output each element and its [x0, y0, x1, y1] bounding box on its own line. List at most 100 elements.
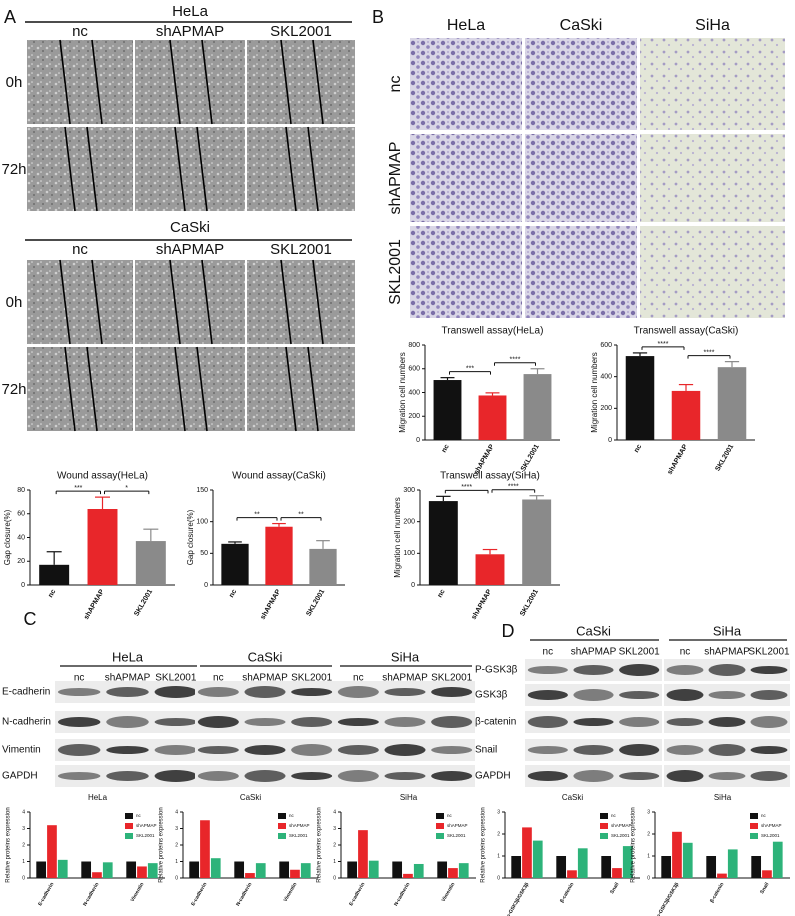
blot-title: CaSki [576, 623, 611, 638]
column-label: SiHa [695, 17, 730, 34]
error-bar [485, 392, 500, 396]
x-tick-label: N-cadherin [393, 882, 411, 908]
x-tick-label: Vimentin [130, 882, 146, 903]
bar [189, 861, 200, 878]
row-label: GAPDH [475, 771, 511, 782]
bar [706, 856, 717, 878]
group-title: HeLa [172, 3, 209, 20]
band [708, 664, 746, 676]
column-label: SKL2001 [270, 241, 332, 258]
chart-title: SiHa [400, 793, 418, 802]
legend-label: shAPMAP [761, 823, 782, 828]
band [384, 688, 426, 696]
row-label: P-GSK3β [475, 665, 518, 676]
wound-edge [174, 346, 186, 432]
bar [279, 861, 290, 878]
column-label: shAPMAP [105, 673, 151, 684]
x-tick-label: SKL2001 [305, 588, 326, 617]
band [291, 688, 333, 696]
y-tick-label: 1 [497, 853, 500, 859]
y-tick-label: 1 [647, 853, 650, 859]
micrograph [525, 134, 637, 222]
band [527, 690, 568, 700]
column-label: SKL2001 [748, 647, 790, 658]
panel-letter: C [24, 609, 37, 629]
band [197, 687, 239, 697]
y-tick-label: 50 [200, 550, 208, 557]
band [431, 771, 473, 781]
x-tick-label: shAPMAP [471, 588, 494, 621]
error-bar [530, 368, 545, 375]
band [619, 717, 660, 727]
row-label: Snail [475, 745, 497, 756]
significance-label: **** [510, 357, 521, 364]
band [384, 772, 426, 780]
micrograph [640, 226, 785, 318]
micrograph [247, 127, 355, 211]
wound-edge [59, 39, 71, 125]
column-label: SKL2001 [291, 673, 333, 684]
micrograph [135, 260, 245, 344]
y-tick-label: 0 [416, 437, 420, 444]
column-label: shAPMAP [156, 23, 224, 40]
bar [221, 543, 249, 585]
x-tick-label: Snail [759, 881, 770, 895]
column-label: nc [72, 241, 88, 258]
band [708, 772, 746, 780]
chart-title: CaSki [240, 793, 262, 802]
band [619, 744, 660, 756]
error-bar [316, 540, 330, 549]
column-label: SKL2001 [619, 647, 661, 658]
bar [437, 861, 448, 878]
bar [368, 860, 379, 878]
y-tick-label: 3 [497, 809, 500, 815]
x-tick-label: nc [441, 443, 451, 454]
row-label: Vimentin [2, 745, 41, 756]
y-axis-label: Migration cell numbers [398, 352, 407, 432]
x-tick-label: β-catenin [709, 882, 725, 904]
y-tick-label: 0 [204, 582, 208, 589]
column-label: shAPMAP [704, 647, 750, 658]
band [244, 686, 286, 698]
micrograph [525, 38, 637, 130]
micrograph [525, 226, 637, 318]
y-axis-label: Migration cell numbers [590, 352, 599, 432]
bar [255, 863, 266, 878]
chart-title: Transwell assay(HeLa) [442, 326, 544, 337]
band [106, 771, 149, 781]
row-label: SKL2001 [387, 239, 404, 305]
column-label: nc [213, 673, 224, 684]
band [291, 744, 333, 756]
bar [556, 856, 567, 878]
wound-edge [280, 39, 292, 125]
x-tick-label: Vimentin [283, 882, 299, 903]
chart-title: Transwell assay(CaSki) [634, 326, 739, 337]
bar [392, 861, 403, 878]
bar [522, 827, 532, 878]
bar [413, 863, 424, 878]
significance-label: *** [466, 366, 474, 373]
x-tick-label: nc [228, 588, 238, 599]
band [57, 744, 101, 756]
row-label: β-catenin [475, 717, 516, 728]
band [527, 771, 568, 781]
band [750, 690, 788, 700]
band [337, 718, 379, 726]
x-tick-label: shAPMAP [83, 588, 106, 621]
wound-edge [280, 259, 292, 345]
wound-edge [91, 259, 103, 345]
x-tick-label: SKL2001 [714, 443, 735, 472]
bar [567, 870, 577, 878]
band [666, 689, 704, 701]
y-axis-label: Relative proteins expression [6, 807, 12, 882]
panel-letter: A [4, 7, 16, 27]
bar [433, 380, 462, 440]
legend-label: SKL2001 [611, 833, 630, 838]
y-tick-label: 0 [647, 875, 650, 881]
micrograph [27, 40, 133, 124]
x-tick-label: N-cadherin [82, 882, 100, 908]
legend-label: shAPMAP [611, 823, 632, 828]
wound-edge [285, 126, 297, 212]
micrograph [135, 127, 245, 211]
band [619, 664, 660, 676]
